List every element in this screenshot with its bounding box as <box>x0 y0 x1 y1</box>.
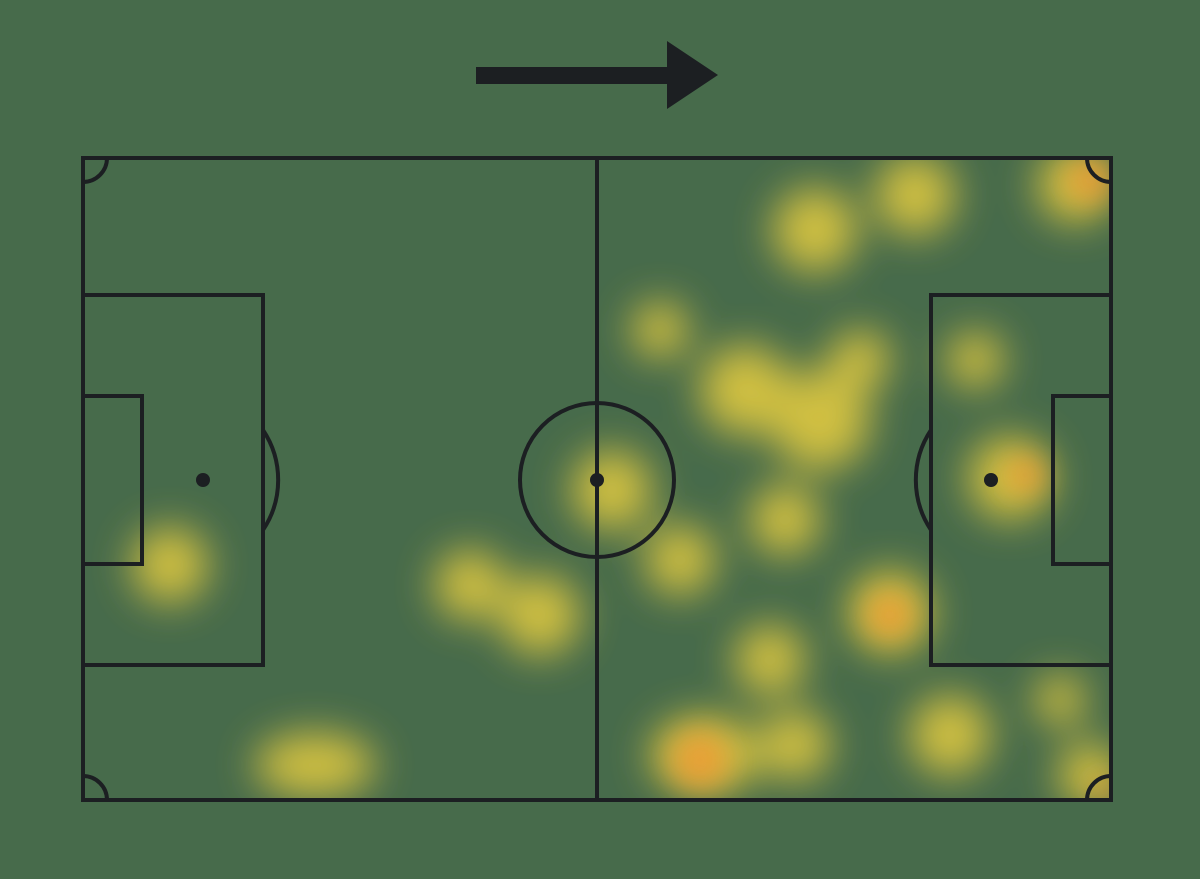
heat-layer <box>132 158 1111 800</box>
direction-arrow <box>476 41 718 109</box>
pitch-lines <box>81 156 1113 802</box>
